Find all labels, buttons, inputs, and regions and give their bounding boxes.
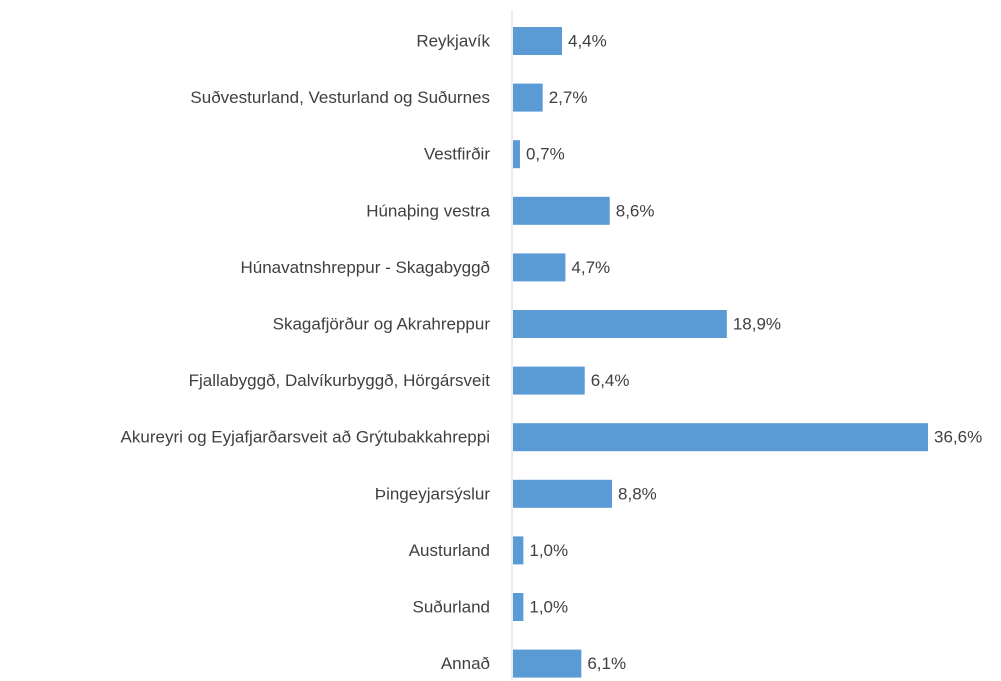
value-label: 36,6% — [934, 428, 982, 447]
value-label: 6,4% — [591, 371, 630, 390]
bar — [513, 536, 524, 565]
category-label: Annað — [441, 654, 490, 673]
bar — [513, 479, 613, 508]
category-label: Suðvesturland, Vesturland og Suðurnes — [190, 88, 490, 107]
bar — [513, 140, 520, 169]
category-label: Þingeyjarsýslur — [375, 484, 491, 503]
bar — [513, 253, 566, 282]
category-label: Reykjavík — [416, 31, 490, 50]
value-label: 8,8% — [618, 484, 657, 503]
category-label: Skagafjörður og Akrahreppur — [273, 314, 491, 333]
category-label: Fjallabyggð, Dalvíkurbyggð, Hörgársveit — [189, 371, 491, 390]
bar — [513, 83, 543, 112]
bar — [513, 366, 585, 395]
category-label: Vestfirðir — [424, 145, 490, 164]
bar — [513, 649, 582, 678]
bar — [513, 310, 727, 338]
value-label: 1,0% — [529, 597, 568, 616]
bar — [513, 27, 563, 55]
value-label: 8,6% — [616, 201, 655, 220]
category-label: Suðurland — [412, 597, 490, 616]
value-label: 4,7% — [571, 258, 610, 277]
value-label: 1,0% — [529, 541, 568, 560]
value-label: 0,7% — [526, 145, 565, 164]
category-label: Húnavatnshreppur - Skagabyggð — [241, 258, 491, 277]
value-label: 6,1% — [587, 654, 626, 673]
bar — [513, 196, 610, 225]
bar — [513, 423, 928, 452]
category-label: Húnaþing vestra — [366, 201, 490, 220]
bar — [513, 593, 524, 621]
value-label: 18,9% — [733, 314, 781, 333]
category-label: Akureyri og Eyjafjarðarsveit að Grýtubak… — [121, 428, 490, 447]
value-label: 2,7% — [549, 88, 588, 107]
value-label: 4,4% — [568, 31, 607, 50]
category-label: Austurland — [409, 541, 490, 560]
